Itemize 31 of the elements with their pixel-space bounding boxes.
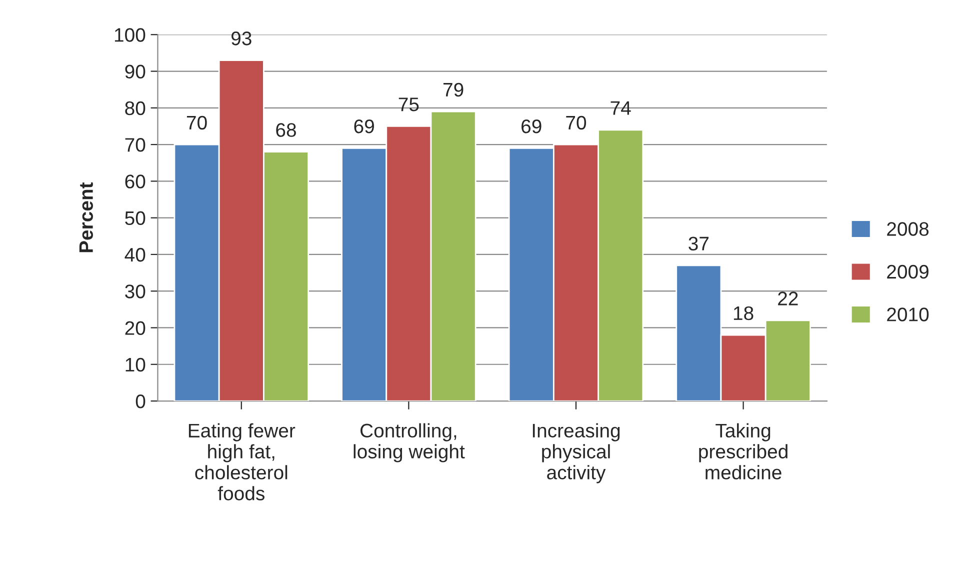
x-tick-label: Increasing physical activity — [532, 423, 620, 484]
data-label: 18 — [734, 306, 754, 320]
x-tick-label: Eating fewer high fat, cholesterol foods — [188, 423, 296, 500]
y-tick-label: 100 — [114, 28, 146, 42]
y-tick-label: 70 — [125, 138, 146, 152]
data-label: 69 — [522, 119, 542, 134]
y-axis-title: Percent — [79, 182, 93, 252]
y-tick-label: 80 — [125, 101, 146, 116]
legend-label: 2008 — [887, 222, 929, 236]
y-tick-label: 20 — [125, 321, 146, 335]
y-tick-label: 30 — [125, 284, 146, 298]
y-tick-label: 90 — [125, 64, 146, 78]
y-tick-label: 0 — [136, 394, 146, 408]
y-tick-label: 50 — [125, 211, 146, 226]
legend-label: 2010 — [887, 308, 929, 322]
y-tick-label: 40 — [124, 248, 146, 262]
y-tick-label: 60 — [125, 174, 146, 188]
data-label: 79 — [443, 82, 464, 97]
data-label: 74 — [610, 101, 631, 115]
data-label: 70 — [566, 116, 586, 130]
data-label: 75 — [398, 98, 419, 112]
y-tick-label: 10 — [126, 358, 146, 372]
x-tick-label: Taking prescribed medicine — [699, 423, 788, 480]
data-label: 22 — [778, 292, 798, 306]
data-label: 69 — [354, 119, 374, 134]
data-label: 70 — [186, 116, 207, 130]
x-tick-label: Controlling, losing weight — [354, 423, 465, 462]
legend-label: 2009 — [887, 264, 928, 279]
data-label: 68 — [276, 123, 296, 137]
data-label: 93 — [231, 32, 252, 46]
data-label: 37 — [688, 236, 709, 250]
